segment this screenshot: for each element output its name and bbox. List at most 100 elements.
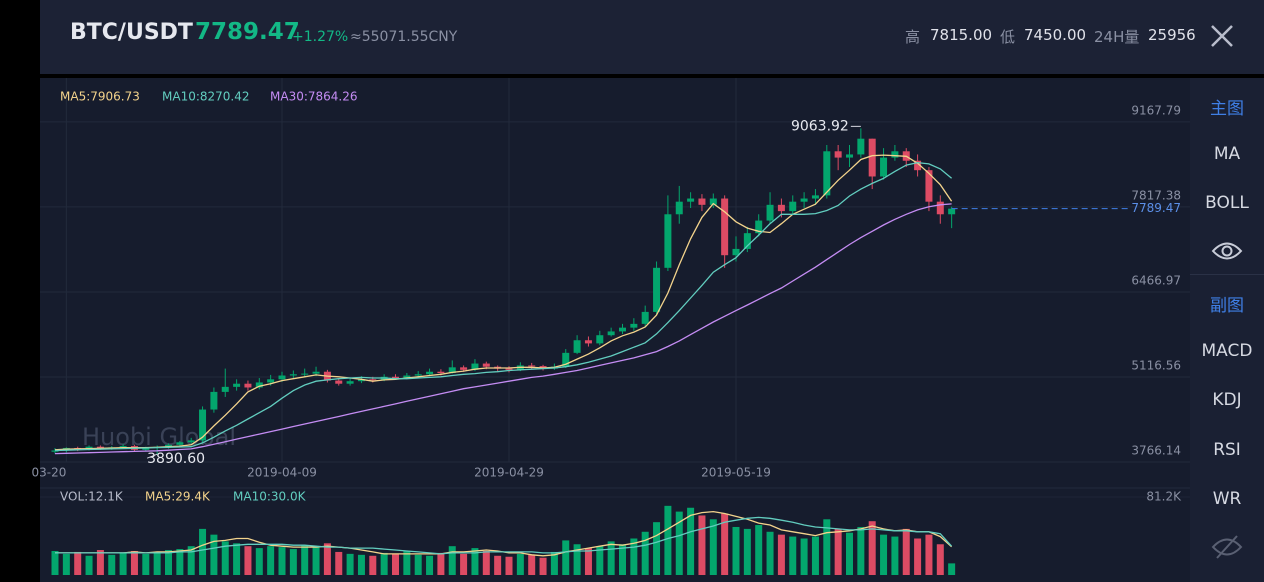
menu-item[interactable]: WR	[1212, 489, 1242, 509]
volume-bar	[619, 544, 626, 575]
volume-bar	[777, 534, 785, 575]
volume-bar	[460, 553, 468, 575]
volume-bar	[789, 536, 797, 575]
vol-label: 24H量	[1094, 28, 1140, 46]
menu-item[interactable]: KDJ	[1212, 390, 1242, 410]
legend-entry: MA5:7906.73	[60, 90, 140, 104]
candle-body	[811, 195, 819, 199]
legend-entry: MA10:30.0K	[233, 490, 307, 504]
candle-body	[482, 363, 490, 367]
candle-body	[732, 248, 740, 256]
candle-body	[641, 311, 649, 324]
volume-bar	[130, 550, 138, 575]
volume-bar	[675, 511, 683, 575]
volume-bar	[902, 528, 910, 575]
candle-body	[312, 371, 320, 374]
ma-line	[54, 154, 953, 451]
candle-body	[244, 383, 252, 388]
candle-body	[948, 208, 956, 215]
volume-bar	[210, 534, 218, 575]
sub-title[interactable]: 副图	[1210, 296, 1244, 316]
volume-bar	[573, 544, 581, 575]
candle-body	[346, 381, 354, 384]
volume-bar	[51, 550, 59, 575]
vol: 25956	[1148, 26, 1196, 44]
candle-body	[267, 379, 275, 383]
volume-ma-line	[55, 516, 953, 555]
menu-item[interactable]: MA	[1213, 144, 1241, 164]
volume-bar	[255, 548, 263, 575]
candle-body	[891, 151, 899, 158]
volume-bar	[392, 553, 399, 575]
annotation: 3890.60	[147, 451, 205, 467]
legend-entry: MA30:7864.26	[270, 90, 358, 104]
candle-body	[96, 446, 104, 449]
pair[interactable]: BTC/USDT	[70, 20, 193, 45]
candle-body	[777, 204, 785, 212]
candle-body	[675, 201, 683, 215]
x-tick-label: 2019-04-09	[247, 466, 317, 480]
legend-entry: MA5:29.4K	[145, 490, 211, 504]
eye-off-icon[interactable]	[1211, 534, 1243, 560]
volume-bar	[96, 550, 104, 575]
low-label: 低	[1000, 28, 1016, 46]
volume-bar	[85, 555, 93, 575]
volume-bar	[687, 507, 695, 575]
candle-body	[369, 379, 377, 381]
y-tick-label: 81.2K	[1146, 490, 1182, 504]
volume-bar	[62, 553, 70, 575]
volume-bar	[709, 519, 717, 575]
volume-bar	[119, 552, 127, 575]
volume-bar	[312, 547, 320, 575]
change: +1.27%	[292, 29, 349, 45]
candle-body	[687, 198, 695, 202]
eye-icon[interactable]	[1211, 238, 1243, 264]
volume-bar	[936, 544, 944, 575]
candle-body	[584, 340, 592, 344]
volume-bar	[323, 543, 331, 575]
volume-bar	[562, 540, 570, 575]
volume-bar	[199, 528, 207, 575]
volume-bar	[948, 563, 956, 575]
candle-body	[619, 327, 626, 332]
ma-line	[54, 161, 953, 452]
candle-body	[448, 367, 456, 373]
candle-body	[301, 373, 309, 375]
volume-bar	[448, 546, 456, 575]
candle-body	[255, 382, 263, 388]
candle-body	[221, 386, 229, 392]
legend-entry: MA10:8270.42	[162, 90, 250, 104]
candle-body	[914, 160, 922, 171]
volume-bar	[846, 532, 853, 575]
menu-item[interactable]: RSI	[1213, 440, 1241, 460]
volume-bar	[233, 543, 241, 575]
main-title[interactable]: 主图	[1210, 99, 1244, 119]
candle-body	[414, 374, 422, 376]
volume-bar	[380, 552, 388, 575]
annotation-line	[146, 453, 158, 459]
high: 7815.00	[930, 26, 993, 44]
chart-panel	[40, 78, 1190, 582]
menu-item[interactable]: MACD	[1201, 341, 1253, 361]
x-tick-label: 2019-04-29	[474, 466, 544, 480]
volume-bar	[528, 554, 536, 575]
volume-bar	[494, 555, 502, 575]
candle-body	[403, 375, 411, 379]
menu-item[interactable]: BOLL	[1205, 193, 1249, 213]
sidebar: 主图 MA BOLL 副图 MACD KDJ RSI WR	[1190, 78, 1264, 582]
volume-bar	[641, 531, 649, 575]
watermark: Huobi Global	[82, 423, 236, 451]
candle-body	[800, 198, 808, 202]
candle-body	[165, 444, 172, 447]
candle-body	[880, 157, 888, 177]
candle-body	[505, 368, 513, 370]
candle-body	[199, 409, 207, 441]
y-tick-label: 6466.97	[1131, 273, 1181, 287]
candle-body	[743, 233, 751, 249]
close-button[interactable]	[1210, 24, 1234, 48]
candle-body	[698, 198, 706, 205]
volume-bar	[357, 554, 365, 575]
x-tick-label: 2019-05-19	[701, 466, 771, 480]
candle-body	[528, 365, 536, 367]
